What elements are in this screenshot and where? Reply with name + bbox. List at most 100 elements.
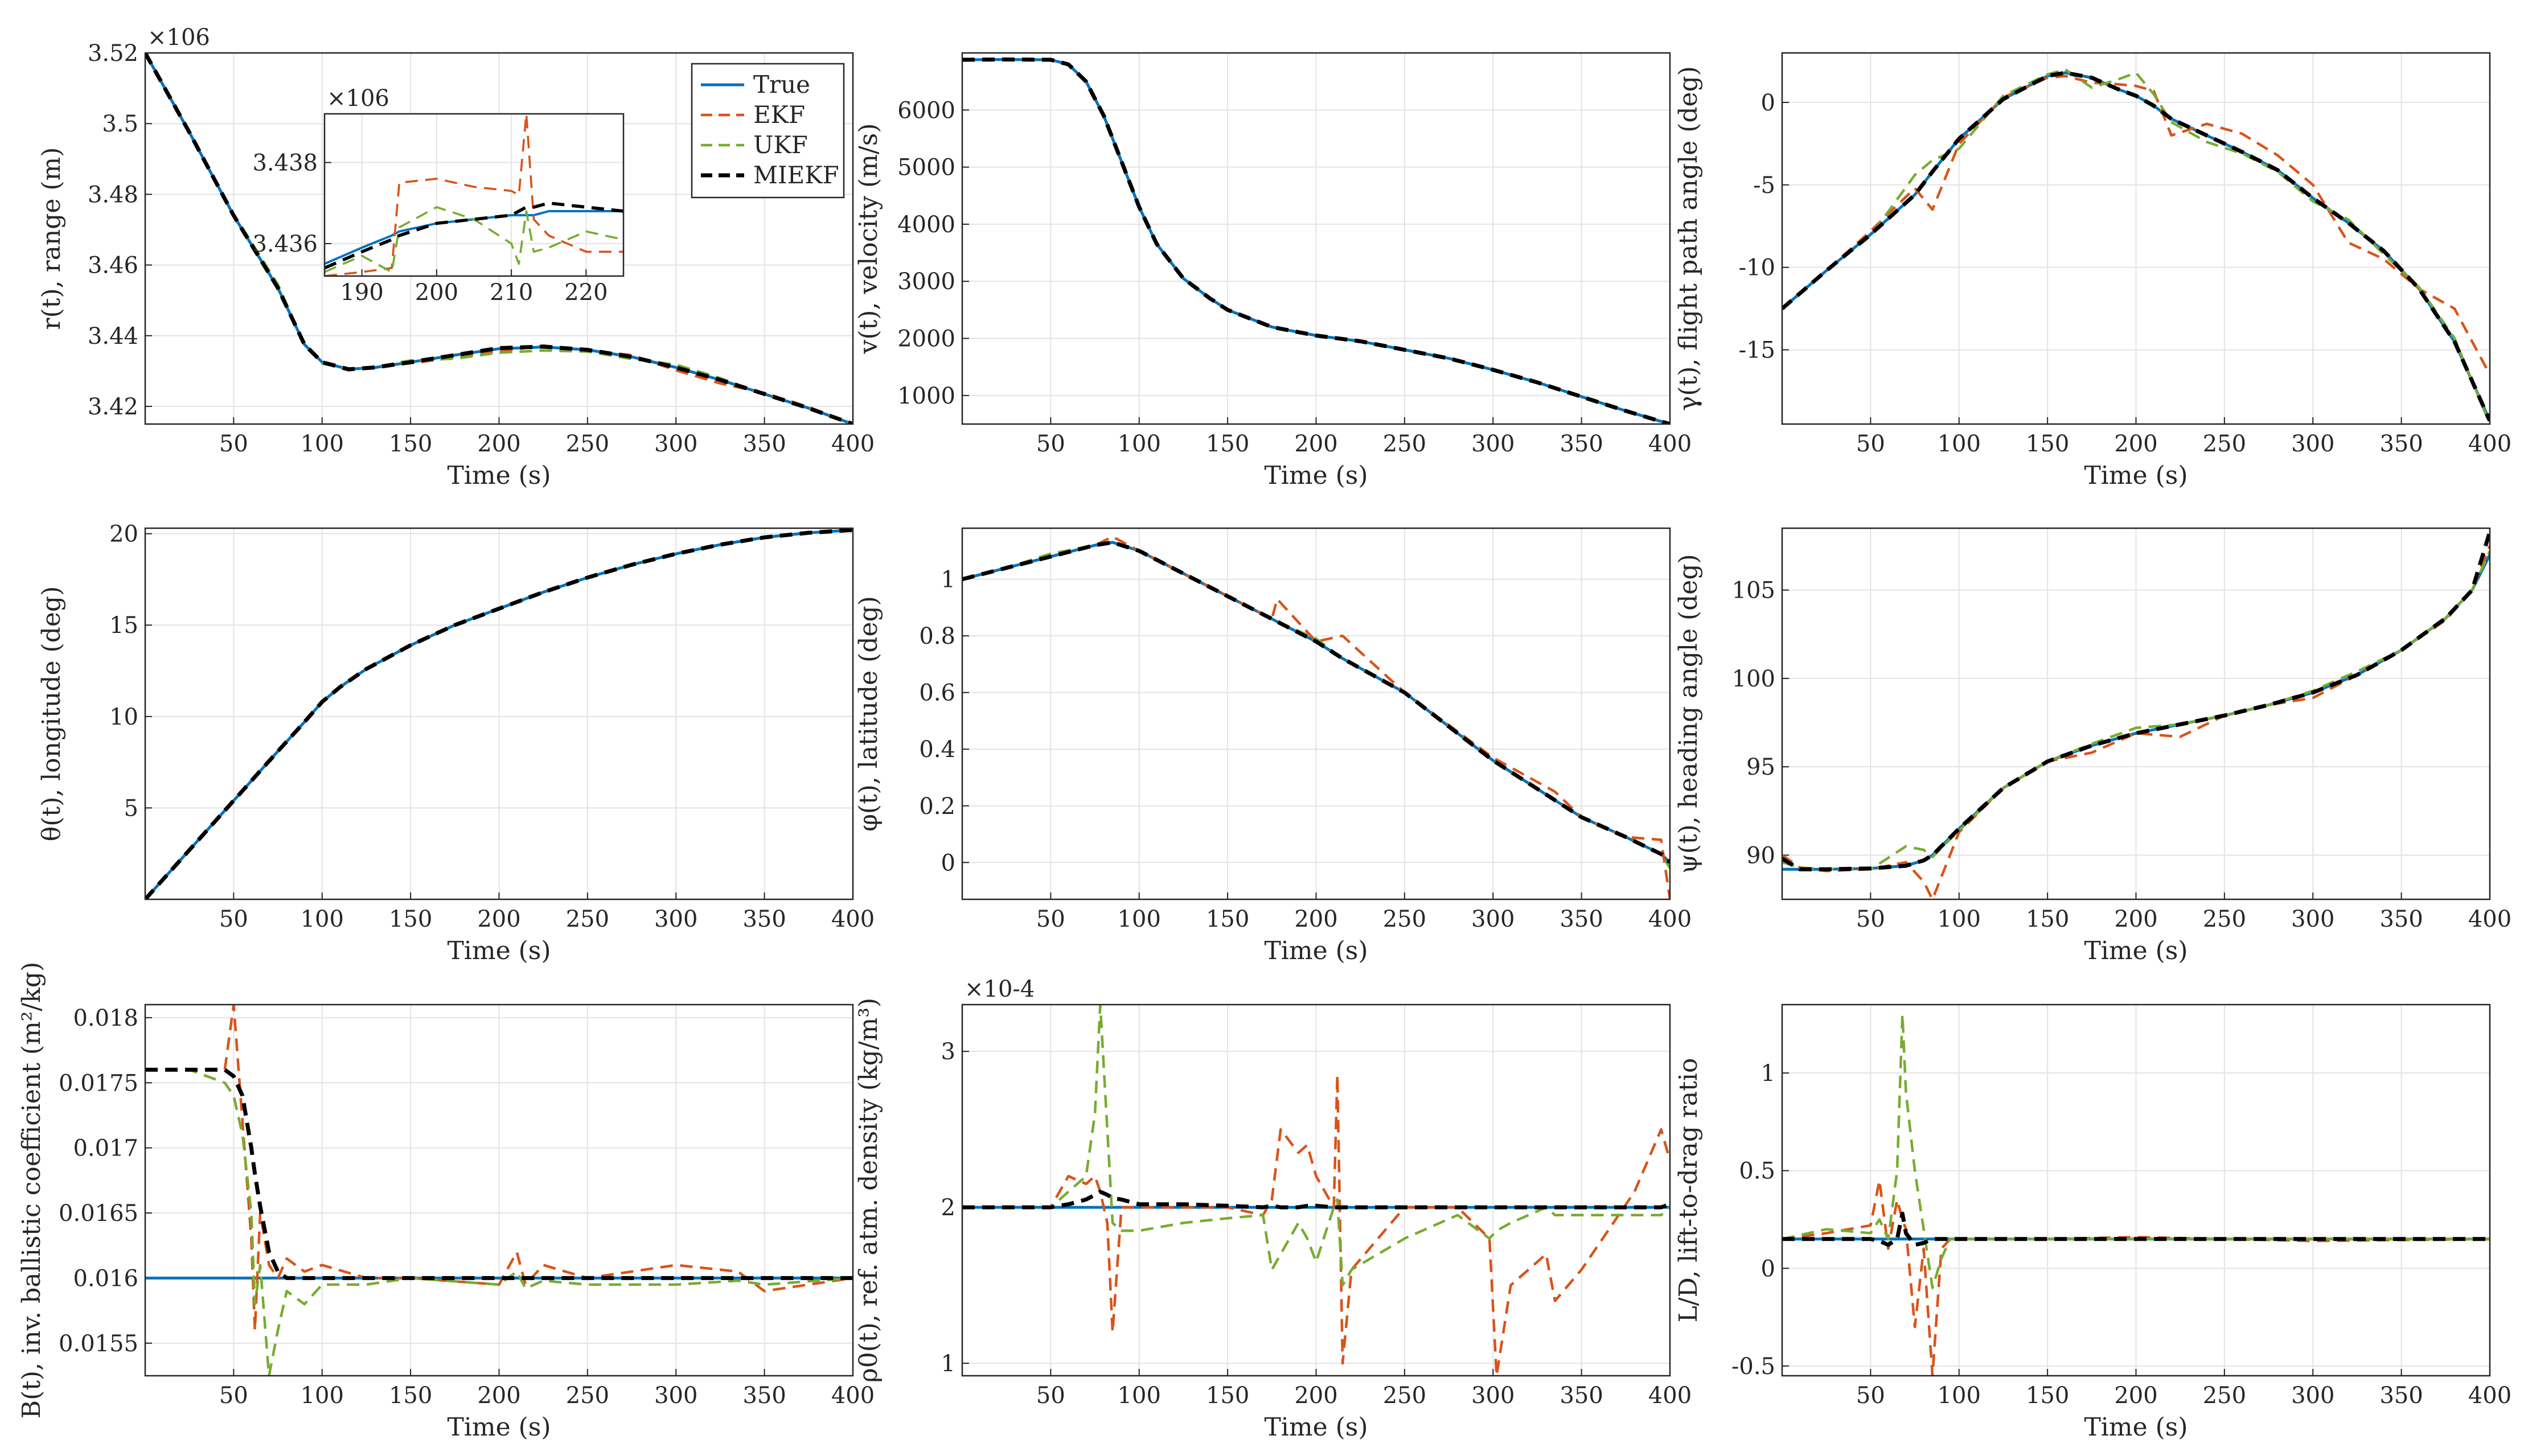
y-tick-label: 0.2 [919,793,955,820]
axes-box [323,113,625,277]
x-tick-label: 400 [831,1383,875,1409]
x-tick-label: 100 [1118,431,1161,457]
x-tick-label: 300 [654,431,697,457]
series-group [145,53,853,424]
x-tick-label: 150 [2026,906,2069,932]
x-tick-label: 250 [2203,431,2246,457]
y-tick-label: 0.017 [73,1136,138,1162]
y-tick-label: 15 [109,612,138,639]
x-tick-label: 150 [389,906,432,932]
plot-area [325,114,623,276]
y-axis-label: ψ(t), heading angle (deg) [1674,554,1703,873]
series-line-miekf [962,1190,1670,1210]
y-tick-label: 2000 [897,326,955,352]
series-line-miekf [1782,531,2490,871]
panel-6: 50 100 150 200 250 300 350 400 0.0155 0.016 0.0165… [17,962,875,1442]
x-tick-label: 150 [389,1383,432,1409]
x-tick-label: 100 [1118,906,1161,932]
x-tick-label: 190 [340,279,383,306]
x-axis-label: Time (s) [2084,936,2188,965]
x-tick-label: 100 [301,431,344,457]
x-tick-label: 200 [477,906,520,932]
y-tick-label: 0 [1761,1256,1775,1282]
axes-box [144,1003,854,1377]
x-tick-label: 200 [1294,431,1337,457]
y-tick-label: 3.436 [252,231,318,257]
x-tick-label: 200 [2114,906,2157,932]
x-tick-label: 50 [1036,431,1065,457]
y-tick-label: 1 [1761,1060,1775,1087]
x-axis-label: Time (s) [2084,1413,2188,1442]
x-tick-label: 150 [389,431,432,457]
y-tick-label: 3.42 [88,394,138,420]
y-tick-label: 3.44 [88,323,138,349]
y-tick-label: 2 [941,1195,955,1221]
x-tick-label: 150 [1206,431,1249,457]
y-tick-label: 0.0175 [59,1070,138,1096]
x-tick-label: 200 [477,1383,520,1409]
y-tick-label: 95 [1746,754,1775,780]
x-tick-label: 400 [1648,906,1692,932]
y-tick-label: 3.5 [102,111,138,137]
y-tick-label: 0.8 [919,623,955,649]
y-tick-label: 0.0165 [59,1200,138,1227]
x-tick-label: 400 [831,431,875,457]
x-axis-label: Time (s) [2084,461,2188,490]
x-tick-label: 350 [742,906,786,932]
y-tick-label: 1 [941,567,955,593]
x-tick-label: 350 [2379,1383,2423,1409]
x-tick-label: 50 [1036,906,1065,932]
series-line-ekf [962,1074,1670,1376]
y-tick-label: 3000 [897,269,955,295]
y-axis-label: L/D, lift-to-drag ratio [1674,1058,1703,1323]
axes-box [961,527,1671,900]
y-tick-label: 4000 [897,212,955,238]
x-tick-label: 200 [477,431,520,457]
y-axis-label: v(t), velocity (m/s) [854,123,883,354]
series-group [962,1005,1670,1376]
panel-1: 50 100 150 200 250 300 350 400 1000 2000 3000 4000 5… [854,52,1692,490]
x-tick-label: 250 [1383,1383,1426,1409]
panel-7: 50 100 150 200 250 300 350 400 1 2 3 ×10-4 Time (s) ρ… [854,976,1692,1442]
x-tick-label: 400 [1648,431,1692,457]
x-tick-label: 100 [1938,906,1981,932]
x-tick-label: 200 [1294,906,1337,932]
y-axis-label: γ(t), flight path angle (deg) [1674,66,1703,411]
x-tick-label: 200 [415,279,458,306]
y-axis-label: r(t), range (m) [37,147,66,330]
y-tick-label: 20 [109,521,138,548]
y-tick-label: 0.5 [1739,1158,1775,1184]
x-axis-label: Time (s) [447,936,551,965]
x-tick-label: 220 [564,279,608,306]
series-line-miekf [145,528,853,899]
series-line-ekf [145,1005,853,1332]
x-axis-label: Time (s) [447,461,551,490]
y-tick-label: 3.438 [252,150,318,176]
y-tick-label: -5 [1753,172,1775,199]
legend-label-ekf: EKF [753,101,805,129]
y-tick-label: 5 [124,795,138,821]
x-tick-label: 300 [2291,906,2334,932]
series-group [1782,68,2490,424]
y-tick-label: -15 [1739,338,1775,364]
x-axis-label: Time (s) [1264,936,1368,965]
series-line-true [325,210,623,265]
x-tick-label: 50 [219,431,248,457]
x-tick-label: 300 [1471,1383,1515,1409]
series-line-ukf [325,206,623,273]
legend-label-true: True [753,71,810,98]
series-line-ukf [1782,1013,2490,1289]
x-tick-label: 400 [2468,431,2511,457]
series-line-miekf [1782,1211,2490,1247]
y-tick-label: 0.0155 [59,1331,138,1357]
y-tick-label: 0.016 [73,1265,138,1292]
axes-box [1781,527,2491,900]
axes-box [1781,52,2491,425]
x-tick-label: 250 [1383,431,1426,457]
x-tick-label: 50 [1856,1383,1885,1409]
axis-exponent: ×106 [147,24,210,51]
y-tick-label: 105 [1732,578,1775,604]
x-tick-label: 200 [2114,431,2157,457]
panel-4: 50 100 150 200 250 300 350 400 0 0.2 0.4 0.6 0.8 1 Tim… [854,527,1692,965]
x-tick-label: 350 [742,1383,786,1409]
